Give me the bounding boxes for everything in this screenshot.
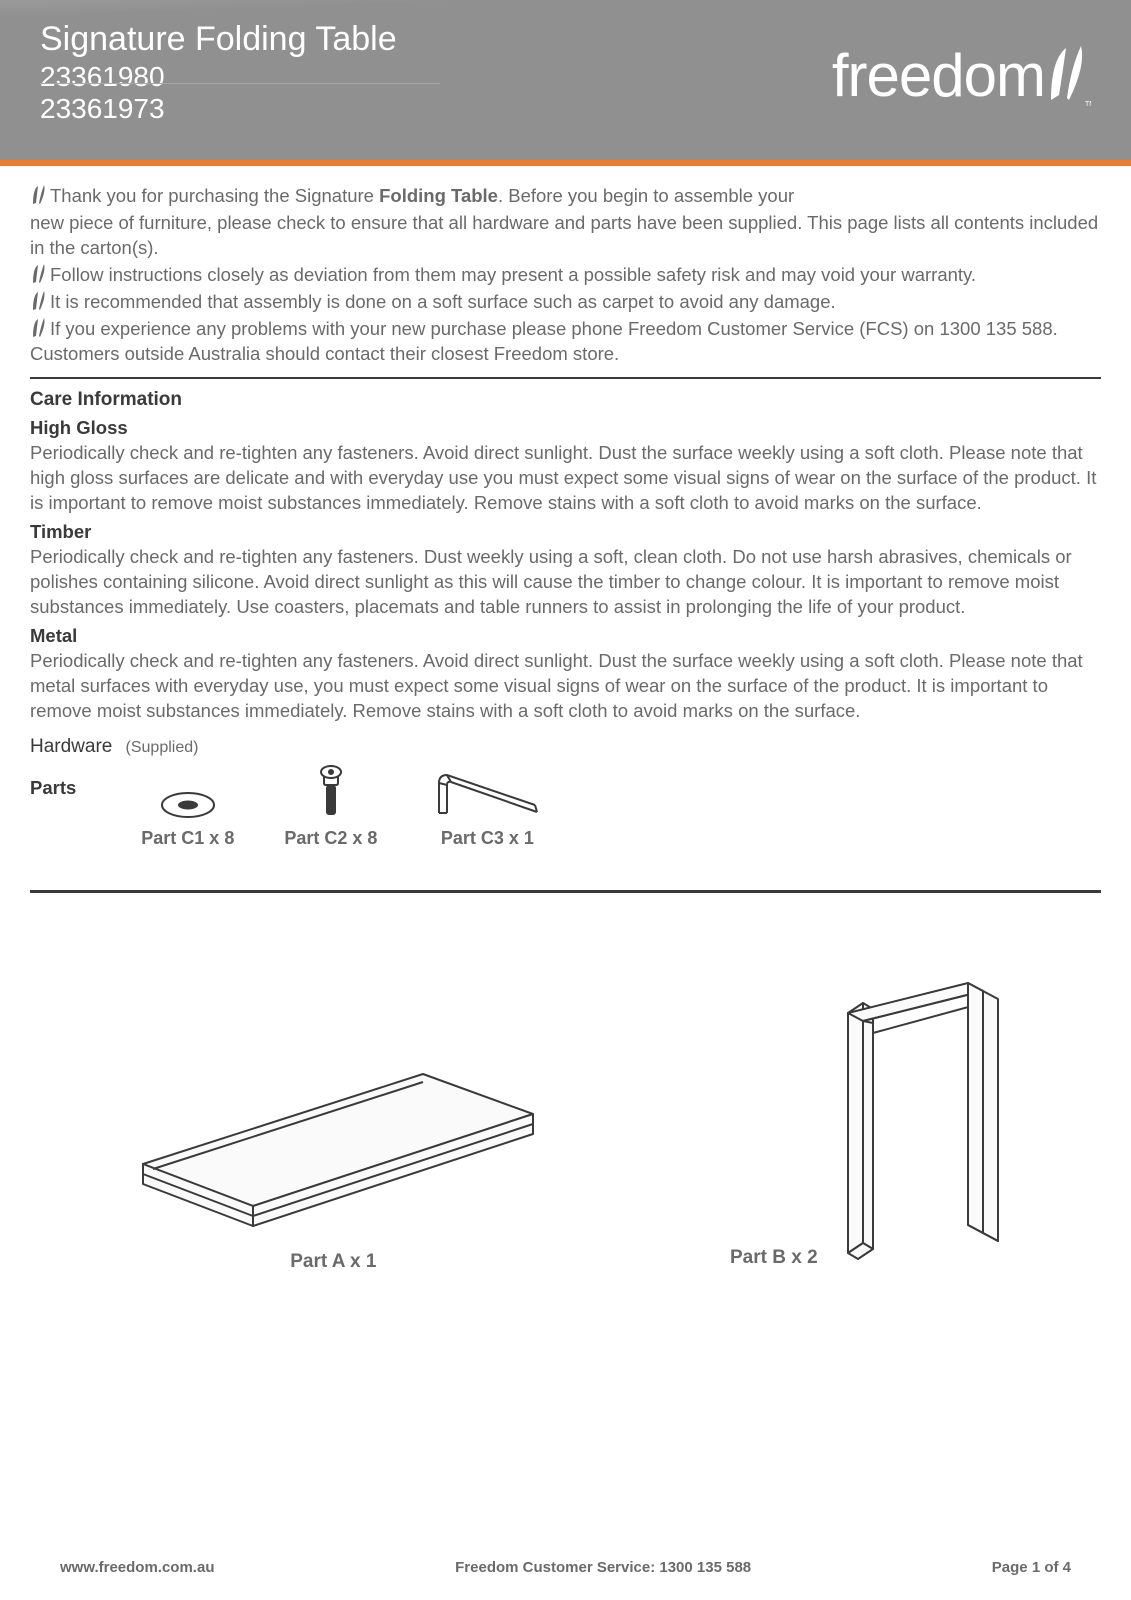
part-a-caption: Part A x 1	[123, 1251, 543, 1273]
intro-text-a: Thank you for purchasing the Signature	[50, 185, 379, 206]
hardware-caption-c2: Part C2 x 8	[284, 826, 377, 850]
high-gloss-heading: High Gloss	[30, 416, 1101, 441]
hardware-item-c1: Part C1 x 8	[141, 760, 234, 850]
hardware-label: Hardware	[30, 736, 112, 757]
leaf-bullet-icon	[30, 317, 48, 339]
metal-heading: Metal	[30, 624, 1101, 649]
parts-label: Parts	[30, 776, 76, 801]
divider-rule	[30, 377, 1101, 379]
mid-divider	[30, 890, 1101, 893]
bolt-icon	[284, 760, 377, 820]
care-heading: Care Information	[30, 387, 1101, 413]
leaf-bullet-icon	[30, 184, 48, 206]
supplied-label: (Supplied)	[126, 739, 199, 756]
bullet-surface-text: It is recommended that assembly is done …	[50, 291, 836, 312]
big-parts-section: Part A x 1 Part B x 2	[0, 973, 1131, 1273]
washer-icon	[141, 760, 234, 820]
intro-bullet-surface: It is recommended that assembly is done …	[30, 290, 1101, 315]
hardware-caption-c1: Part C1 x 8	[141, 826, 234, 850]
part-a: Part A x 1	[123, 1044, 543, 1273]
hardware-caption-c3: Part C3 x 1	[427, 826, 547, 850]
part-b-caption: Part B x 2	[730, 1247, 818, 1269]
hardware-item-c2: Part C2 x 8	[284, 760, 377, 850]
hardware-item-c3: Part C3 x 1	[427, 760, 547, 850]
header-decoration	[0, 0, 1131, 19]
high-gloss-text: Periodically check and re-tighten any fa…	[30, 441, 1101, 516]
tm-mark: TM	[1085, 101, 1091, 108]
intro-line-2: new piece of furniture, please check to …	[30, 211, 1101, 261]
intro-section: Thank you for purchasing the Signature F…	[30, 184, 1101, 367]
part-a-diagram	[123, 1044, 543, 1234]
footer-page: Page 1 of 4	[992, 1559, 1071, 1576]
intro-text-c: . Before you begin to assemble your	[498, 185, 794, 206]
title-underline	[40, 83, 440, 84]
brand-name: freedom	[832, 41, 1045, 110]
brand-leaf-icon: TM	[1041, 40, 1091, 110]
care-section: Care Information High Gloss Periodically…	[30, 387, 1101, 724]
parts-row: Parts Part C1 x 8	[30, 760, 1101, 850]
intro-line-1: Thank you for purchasing the Signature F…	[30, 184, 1101, 209]
hardware-items: Part C1 x 8 Part C2 x 8	[141, 760, 547, 850]
content-body: Thank you for purchasing the Signature F…	[0, 166, 1131, 850]
intro-bullet-problems: If you experience any problems with your…	[30, 317, 1101, 367]
footer-service: Freedom Customer Service: 1300 135 588	[455, 1559, 751, 1576]
timber-heading: Timber	[30, 520, 1101, 545]
timber-text: Periodically check and re-tighten any fa…	[30, 545, 1101, 620]
footer: www.freedom.com.au Freedom Customer Serv…	[0, 1559, 1131, 1576]
header: Signature Folding Table 23361980 2336197…	[0, 0, 1131, 160]
metal-text: Periodically check and re-tighten any fa…	[30, 649, 1101, 724]
bullet-problems-text: If you experience any problems with your…	[30, 318, 1058, 364]
part-b-diagram	[828, 973, 1008, 1273]
bullet-follow-text: Follow instructions closely as deviation…	[50, 264, 976, 285]
brand-logo: freedom TM	[832, 40, 1091, 110]
leaf-bullet-icon	[30, 263, 48, 285]
allen-key-icon	[427, 760, 547, 820]
leaf-bullet-icon	[30, 290, 48, 312]
intro-bullet-follow: Follow instructions closely as deviation…	[30, 263, 1101, 288]
intro-text-b: Folding Table	[379, 185, 498, 206]
part-b: Part B x 2	[730, 973, 1008, 1273]
hardware-section: Hardware (Supplied)	[30, 734, 1101, 760]
footer-url: www.freedom.com.au	[60, 1559, 214, 1576]
